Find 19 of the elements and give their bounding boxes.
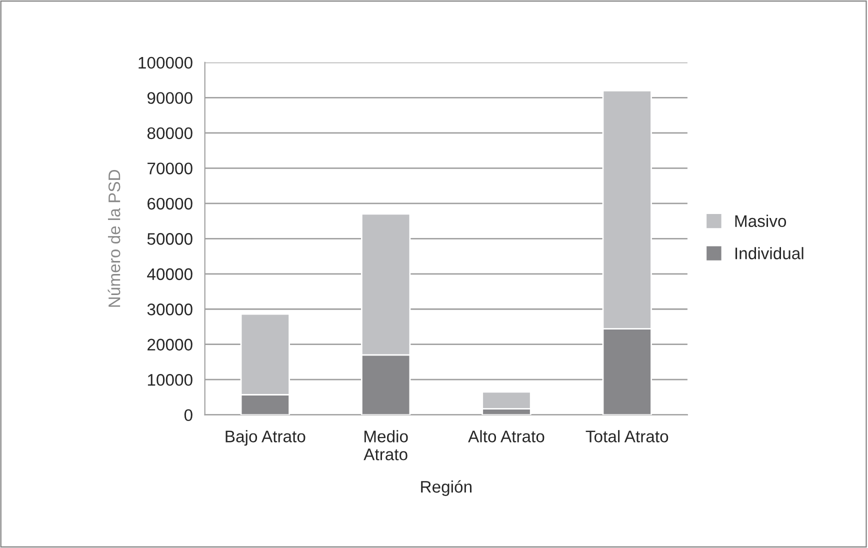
- y-tick-label: 50000: [147, 233, 192, 245]
- y-tick-label: 20000: [148, 338, 192, 351]
- x-tick-label: Medio Atrato: [364, 430, 408, 460]
- legend-label: Individual: [735, 247, 804, 260]
- x-axis-title: Región: [421, 480, 472, 496]
- y-tick-label: 60000: [148, 198, 192, 210]
- x-tick-label: Bajo Atrato: [226, 430, 306, 446]
- y-axis-title: Número de la PSD: [108, 170, 120, 307]
- x-tick-label: Total Atrato: [586, 430, 668, 442]
- y-tick-label: 80000: [147, 127, 192, 140]
- y-tick-label: 40000: [147, 268, 192, 280]
- y-tick-label: 10000: [148, 374, 192, 386]
- y-tick-label: 70000: [148, 162, 192, 174]
- x-tick-label: Alto Atrato: [468, 430, 544, 442]
- y-tick-label: 100000: [138, 56, 192, 69]
- y-tick-label: 30000: [147, 304, 192, 316]
- y-tick-label: 0: [184, 409, 192, 422]
- legend-label: Masivo: [735, 214, 786, 228]
- y-tick-label: 90000: [147, 92, 192, 104]
